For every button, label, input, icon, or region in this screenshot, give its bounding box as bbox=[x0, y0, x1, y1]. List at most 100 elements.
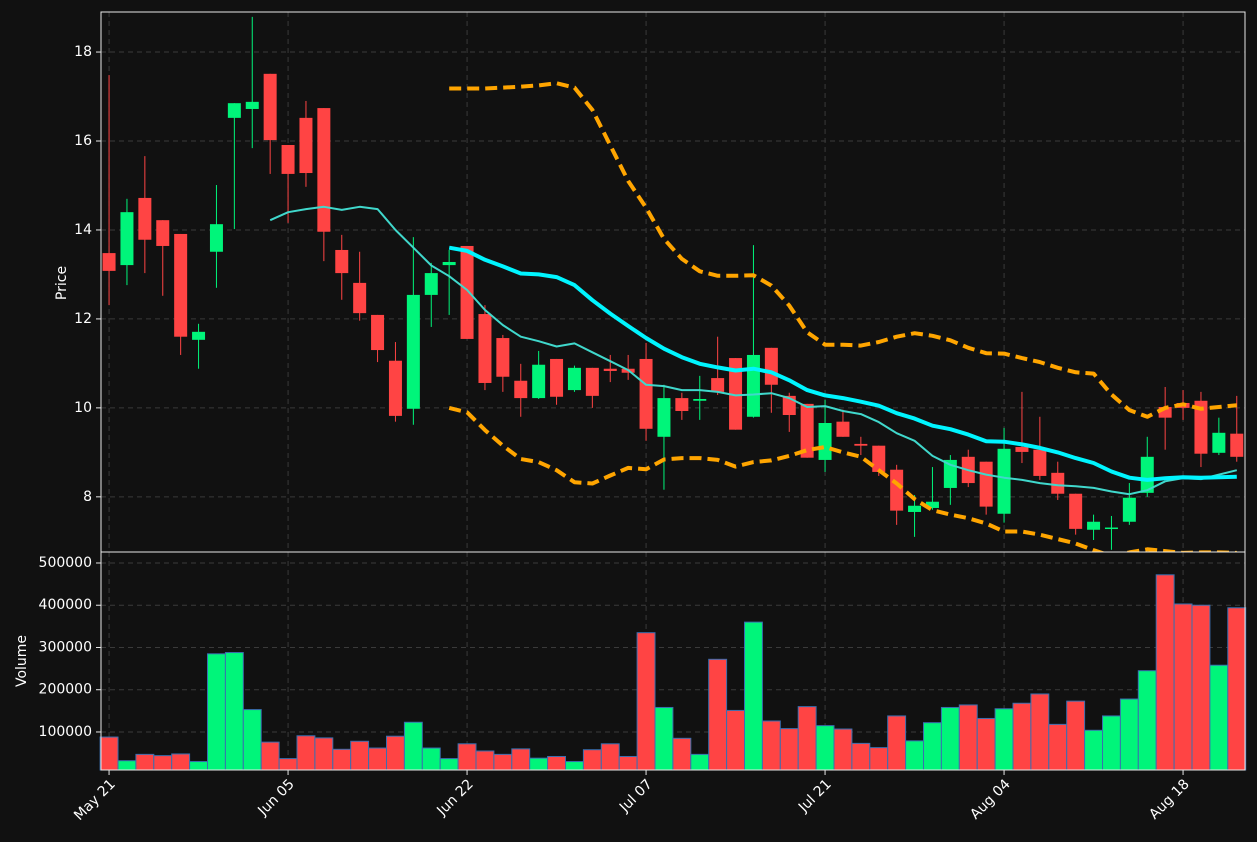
volume-bar bbox=[672, 737, 692, 771]
y-tick-label: 500000 bbox=[39, 555, 92, 571]
volume-bar bbox=[1066, 700, 1086, 771]
candle-body bbox=[424, 273, 438, 295]
volume-bar bbox=[511, 748, 531, 771]
candle-body bbox=[818, 423, 832, 460]
candle-body bbox=[1015, 447, 1029, 452]
volume-bar bbox=[1119, 698, 1139, 771]
candle-body bbox=[442, 261, 456, 266]
volume-bar bbox=[1084, 729, 1104, 771]
candle-body bbox=[872, 445, 886, 472]
candle-body bbox=[675, 398, 689, 411]
y-tick-label: 300000 bbox=[39, 639, 92, 655]
candle-body bbox=[711, 378, 725, 392]
volume-bar bbox=[171, 753, 191, 771]
candle-body bbox=[693, 398, 707, 401]
candle-body bbox=[1069, 493, 1083, 529]
volume-bar bbox=[1191, 604, 1211, 771]
candle-body bbox=[1051, 472, 1065, 494]
volume-bar bbox=[958, 704, 978, 771]
candle-body bbox=[1087, 521, 1101, 530]
volume-bar bbox=[1173, 603, 1193, 771]
candle-body bbox=[1230, 433, 1244, 457]
volume-bar bbox=[529, 757, 549, 771]
y-tick-label: 18 bbox=[74, 44, 92, 60]
candle-body bbox=[800, 403, 814, 458]
candle-body bbox=[263, 73, 277, 141]
candle-body bbox=[550, 358, 564, 397]
volume-bar bbox=[761, 720, 781, 771]
volume-bar bbox=[654, 706, 674, 771]
volume-bar bbox=[439, 758, 459, 771]
candle-body bbox=[585, 367, 599, 396]
candle-body bbox=[478, 314, 492, 383]
volume-bar bbox=[260, 741, 280, 771]
volume-bar bbox=[636, 632, 656, 771]
candle-body bbox=[836, 421, 850, 437]
candle-body bbox=[209, 224, 223, 252]
volume-bar bbox=[582, 749, 602, 771]
candle-body bbox=[908, 505, 922, 512]
x-tick-label: May 21 bbox=[71, 776, 119, 824]
volume-bar bbox=[332, 748, 352, 771]
candle-body bbox=[1194, 400, 1208, 454]
candle-body bbox=[890, 469, 904, 511]
volume-bar bbox=[350, 740, 370, 771]
volume-bar bbox=[99, 736, 119, 771]
y-tick-label: 200000 bbox=[39, 682, 92, 698]
volume-bar bbox=[815, 725, 835, 771]
candle-body bbox=[854, 443, 868, 446]
x-tick-label: Jun 05 bbox=[254, 776, 297, 819]
y-tick-label: 16 bbox=[74, 133, 92, 149]
volume-bar bbox=[905, 740, 925, 771]
volume-bar bbox=[314, 737, 334, 771]
x-tick-label: Aug 18 bbox=[1146, 776, 1192, 822]
line-series bbox=[269, 205, 1238, 496]
candle-body bbox=[335, 249, 349, 274]
volume-bar bbox=[135, 753, 155, 771]
candle-body bbox=[174, 233, 188, 337]
candle-body bbox=[1033, 449, 1047, 476]
candle-body bbox=[657, 398, 671, 437]
volume-bar bbox=[797, 706, 817, 771]
plot-layer: 8 10 12 14 16 18 100000 200000 300000 400000 50000… bbox=[39, 12, 1247, 824]
candle-body bbox=[156, 220, 170, 246]
volume-bar bbox=[1012, 702, 1032, 771]
volume-bar bbox=[779, 728, 799, 771]
candle-body bbox=[567, 367, 581, 391]
candle-body bbox=[764, 347, 778, 385]
volume-bar bbox=[1048, 723, 1068, 771]
candle-body bbox=[192, 331, 206, 340]
y-tick-label: 100000 bbox=[39, 724, 92, 740]
x-tick-label: Jun 22 bbox=[433, 776, 476, 819]
candle-body bbox=[979, 461, 993, 507]
candle-body bbox=[388, 360, 402, 416]
volume-bar bbox=[708, 658, 728, 771]
volume-bar bbox=[994, 708, 1014, 771]
candle-body bbox=[371, 314, 385, 351]
candle-body bbox=[406, 294, 420, 409]
volume-bar bbox=[296, 735, 316, 771]
line-series bbox=[448, 405, 1237, 552]
volume-bar bbox=[475, 750, 495, 771]
y-tick-label: 14 bbox=[74, 222, 92, 238]
volume-bar bbox=[923, 722, 942, 771]
candle-body bbox=[245, 101, 259, 109]
y-tick-label: 10 bbox=[74, 400, 92, 416]
candles bbox=[102, 16, 1244, 552]
volume-bar bbox=[1102, 715, 1121, 771]
candle-body bbox=[460, 245, 474, 339]
volume-bar bbox=[1155, 574, 1175, 771]
x-tick-label: Jul 21 bbox=[795, 776, 835, 816]
volume-bar bbox=[1030, 693, 1050, 771]
volume-bar bbox=[940, 706, 960, 771]
candle-body bbox=[514, 380, 528, 399]
candle-body bbox=[1158, 406, 1172, 418]
candle-body bbox=[227, 103, 241, 118]
volume-bar bbox=[690, 753, 710, 771]
candle-body bbox=[639, 358, 653, 429]
volume-bar bbox=[1137, 670, 1157, 771]
volume-bar bbox=[457, 743, 477, 771]
volume-bar bbox=[726, 709, 746, 771]
candle-body bbox=[120, 212, 134, 266]
